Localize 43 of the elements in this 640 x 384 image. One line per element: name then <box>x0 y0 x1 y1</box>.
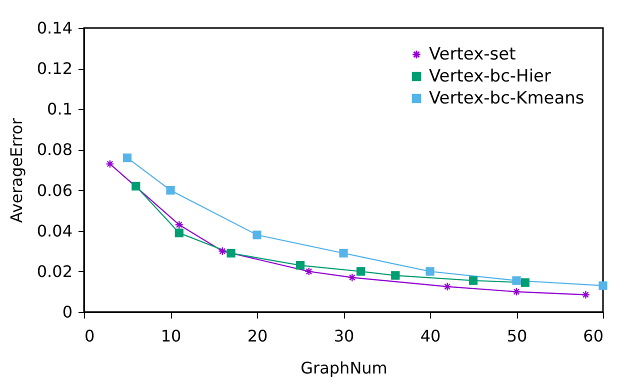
point <box>339 248 348 258</box>
point <box>122 154 132 162</box>
y-tick-label: 0.06 <box>36 180 72 200</box>
point <box>132 182 140 191</box>
point <box>226 248 236 258</box>
x-tick-label: 10 <box>160 326 182 346</box>
point <box>106 160 114 168</box>
x-tick-label: 20 <box>247 326 268 346</box>
point <box>391 271 400 280</box>
x-tick-label: 50 <box>506 326 528 346</box>
legend-label: Vertex-bc-Hier <box>429 66 552 86</box>
point <box>520 278 530 287</box>
y-tick-label: 0.02 <box>36 262 72 281</box>
legend-label: Vertex-set <box>429 44 516 64</box>
point <box>356 267 366 276</box>
point <box>426 267 434 276</box>
point <box>598 281 608 290</box>
point <box>442 282 452 291</box>
point <box>512 287 521 296</box>
x-axis-title: GraphNum <box>300 358 388 378</box>
point <box>468 276 478 285</box>
x-tick-label: 0 <box>84 326 95 346</box>
x-tick-label: 30 <box>334 326 354 346</box>
point <box>252 230 262 240</box>
y-axis-title: AverageError <box>6 118 26 223</box>
legend-label: Vertex-bc-Kmeans <box>429 88 584 108</box>
y-tick-label: 0.12 <box>36 59 72 78</box>
y-tick-label: 0.04 <box>36 221 72 240</box>
y-tick-label: 0.1 <box>47 100 72 119</box>
point <box>581 290 590 300</box>
x-tick-label: 60 <box>583 326 604 346</box>
y-tick-label: 0 <box>62 302 72 322</box>
point <box>166 186 175 195</box>
x-tick-label: 40 <box>420 326 441 346</box>
y-tick-label: 0.08 <box>36 140 72 160</box>
point <box>174 220 184 230</box>
point <box>218 246 227 256</box>
point <box>304 267 314 276</box>
point <box>348 273 356 282</box>
point <box>512 276 521 285</box>
y-tick-label: 0.14 <box>36 18 72 38</box>
point <box>174 228 184 238</box>
point <box>296 261 305 270</box>
